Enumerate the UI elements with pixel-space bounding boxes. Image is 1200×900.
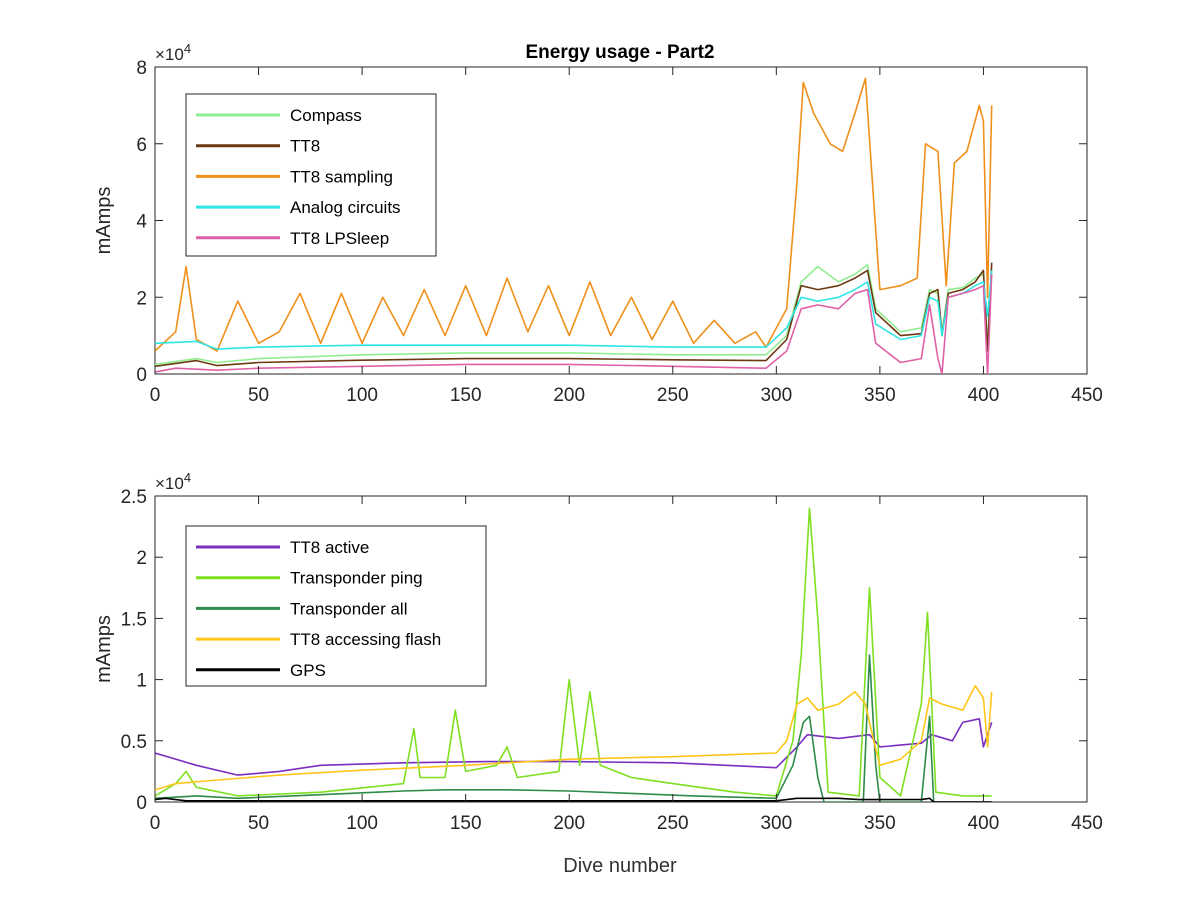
panel1-legend-label-2: Transponder all (290, 599, 408, 618)
panel0-x-tick-label: 50 (248, 385, 269, 406)
panel0-x-tick-label: 150 (450, 385, 482, 406)
panel0-y-tick-label: 4 (136, 212, 147, 233)
panel0-series-line-2 (155, 77, 993, 352)
panel1-legend-label-4: GPS (290, 661, 326, 680)
panel1-x-tick-label: 300 (760, 813, 792, 834)
panel0-x-tick-label: 350 (864, 385, 896, 406)
panel1-y-tick-label: 1.5 (121, 609, 147, 630)
panel1-x-tick-label: 350 (864, 813, 896, 834)
panel0-y-tick-label: 2 (136, 288, 147, 309)
panel0-x-tick-label: 400 (968, 385, 1000, 406)
panel0-legend: Compass TT8 TT8 sampling Analog circuits TT8… (185, 93, 437, 257)
panel1-plot-area (155, 507, 993, 802)
panel0-x-tick-label: 100 (346, 385, 378, 406)
panel0-series-line-4 (155, 274, 993, 374)
panel1-x-tick-label: 150 (450, 813, 482, 834)
panel1-legend-label-0: TT8 active (290, 538, 369, 557)
panel0-x-tick-label: 250 (657, 385, 689, 406)
panel1-exponent-power: 4 (184, 470, 191, 485)
panel1-x-tick-label: 250 (657, 813, 689, 834)
panel1-legend-label-1: Transponder ping (290, 569, 423, 588)
panel1-x-tick-label: 450 (1071, 813, 1103, 834)
panel1-y-axis-label: mAmps (93, 615, 115, 683)
panel1-series-line-1 (155, 507, 992, 797)
panel0-x-tick-label: 450 (1071, 385, 1103, 406)
panel0-legend-label-4: TT8 LPSleep (290, 229, 389, 248)
panel1-legend: TT8 active Transponder ping Transponder al… (185, 525, 487, 687)
panel0-y-axis-label: mAmps (93, 187, 115, 255)
panel1-x-tick-label: 0 (150, 813, 161, 834)
panel1-y-tick-label: 2 (136, 548, 147, 569)
panel1-series-line-2 (155, 654, 992, 802)
panel0-series-line-1 (155, 262, 993, 368)
panel1-legend-label-3: TT8 accessing flash (290, 630, 441, 649)
panel0-series-line-0 (155, 263, 993, 366)
panel1-exponent-label: ×104 (155, 470, 191, 493)
panel1-y-tick-label: 0 (136, 793, 147, 814)
panel1-x-tick-label: 400 (968, 813, 1000, 834)
panel0-y-tick-label: 8 (136, 58, 147, 79)
panel0-legend-label-2: TT8 sampling (290, 167, 393, 186)
panel0-legend-label-0: Compass (290, 106, 362, 125)
panel1-x-tick-label: 200 (553, 813, 585, 834)
panel0-exponent-power: 4 (184, 41, 191, 56)
panel0-x-tick-label: 0 (150, 385, 161, 406)
panel0-legend-label-1: TT8 (290, 137, 320, 156)
panel0-x-tick-label: 200 (553, 385, 585, 406)
panel1-series-line-0 (155, 718, 993, 776)
panel0-y-tick-label: 0 (136, 365, 147, 386)
bottom-panel: 0 50 100 150 200 250 300 350 400 450 0 0.5 1 1.5 2 2.5 ×… (93, 470, 1103, 834)
panel0-x-tick-label: 300 (760, 385, 792, 406)
chart-title: Energy usage - Part2 (525, 42, 714, 63)
panel1-x-tick-label: 50 (248, 813, 269, 834)
top-panel: 0 50 100 150 200 250 300 350 400 450 0 2 4 6 8 ×104 mAmp… (93, 41, 1103, 406)
panel1-series-line-3 (155, 684, 993, 791)
panel1-series-line-4 (155, 797, 992, 802)
panel0-y-tick-label: 6 (136, 135, 147, 156)
panel1-legend-box (185, 525, 487, 687)
panel0-legend-label-3: Analog circuits (290, 198, 401, 217)
x-axis-label: Dive number (563, 855, 677, 877)
panel0-plot-area (155, 77, 993, 374)
panel1-y-tick-label: 1 (136, 671, 147, 692)
panel0-exponent-label: ×104 (155, 41, 191, 64)
panel1-y-tick-label: 0.5 (121, 732, 147, 753)
panel1-y-tick-label: 2.5 (121, 487, 147, 508)
panel1-x-tick-label: 100 (346, 813, 378, 834)
